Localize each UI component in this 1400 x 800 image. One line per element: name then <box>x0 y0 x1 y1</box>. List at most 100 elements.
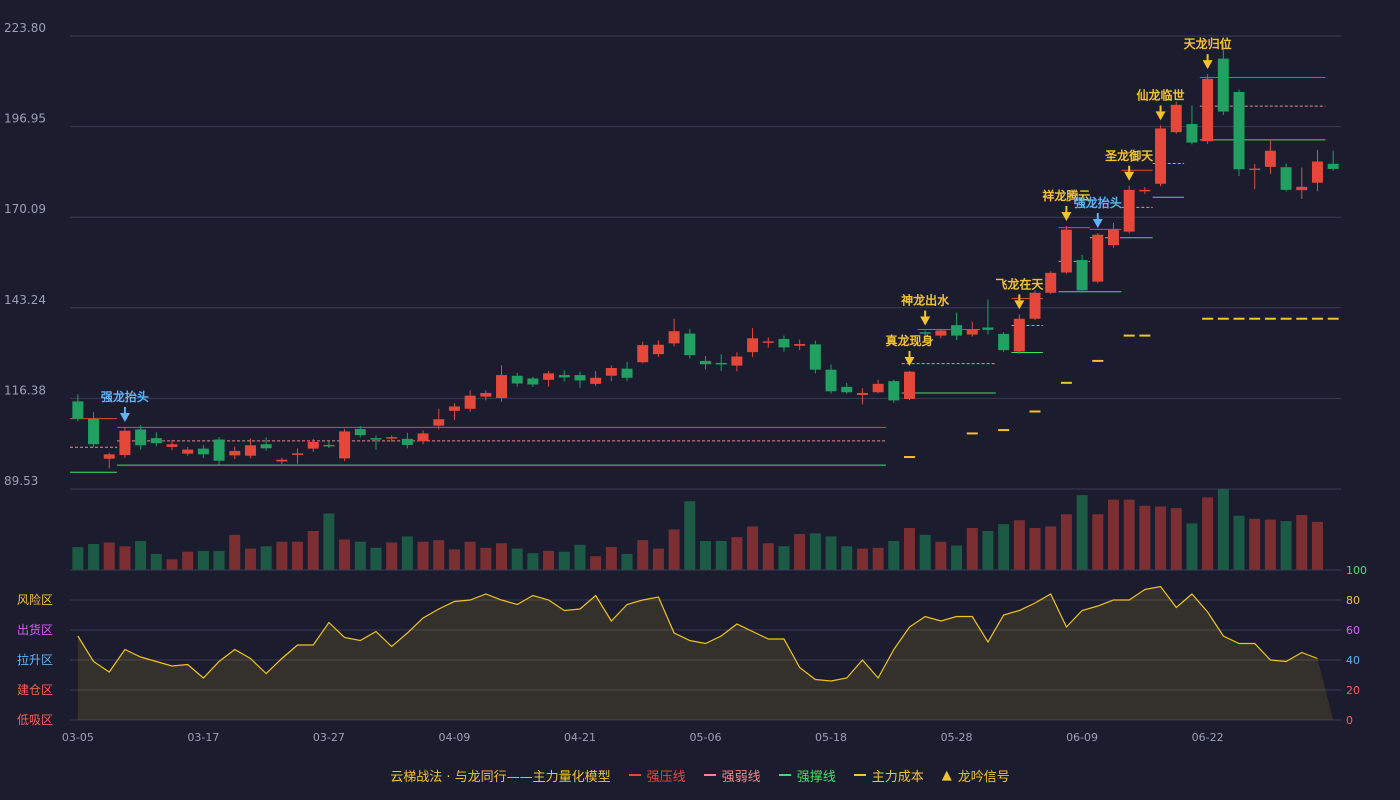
volume-bar <box>292 541 304 570</box>
legend-signal-label: 龙吟信号 <box>957 769 1010 785</box>
volume-bar <box>1013 520 1025 570</box>
volume-bar <box>417 541 429 570</box>
volume-bar <box>1233 515 1245 570</box>
volume-bar <box>1029 527 1041 570</box>
candle-body <box>700 360 711 365</box>
volume-bar <box>72 547 84 570</box>
volume-bar <box>715 540 727 570</box>
legend-resist-swatch <box>628 774 641 776</box>
price-tick-label: 196.95 <box>4 112 46 126</box>
volume-bar <box>527 553 539 570</box>
candle-body <box>1296 186 1308 191</box>
volume-bar <box>966 527 978 570</box>
volume-bar <box>762 543 774 570</box>
volume-bar <box>1139 505 1151 570</box>
candle-body <box>558 375 570 378</box>
volume-bar <box>935 541 947 570</box>
legend-weak[interactable]: 强弱线 <box>703 766 761 785</box>
signal-arrow-icon <box>1092 219 1103 229</box>
volume-bar <box>150 553 162 570</box>
volume-bar <box>1280 521 1292 570</box>
signal-arrow-icon <box>1124 171 1135 181</box>
candle-body <box>386 437 398 439</box>
candle-body <box>496 375 508 399</box>
volume-bar <box>260 546 272 570</box>
legend-cost-swatch <box>853 774 866 776</box>
oscillator-zone-label: 低吸区 <box>17 713 53 727</box>
chart-legend: 云梯战法 · 与龙同行——主力量化模型 强压线 强弱线 强撑线 主力成本 ▲ 龙吟… <box>0 760 1400 790</box>
volume-bar <box>1045 526 1057 570</box>
volume-bar <box>480 547 492 570</box>
volume-bar <box>1264 519 1276 570</box>
volume-bar <box>1249 518 1261 570</box>
signal-label: 神龙出水 <box>901 293 950 308</box>
price-tick-label: 170.09 <box>4 202 46 216</box>
volume-bar <box>433 540 445 570</box>
volume-bar <box>244 548 256 570</box>
date-tick-label: 05-06 <box>690 731 722 744</box>
legend-title: 云梯战法 · 与龙同行——主力量化模型 <box>390 769 611 785</box>
candle-body <box>1217 58 1229 112</box>
volume-bar <box>590 556 602 570</box>
date-tick-label: 06-22 <box>1192 731 1224 744</box>
candle-body <box>527 378 539 385</box>
price-tick-label: 89.53 <box>4 474 38 488</box>
volume-bar <box>197 550 209 570</box>
oscillator-tick-label: 40 <box>1346 654 1360 667</box>
candle-body <box>103 454 115 459</box>
volume-bar <box>103 542 115 570</box>
signal-label: 祥龙腾云 <box>1042 188 1090 203</box>
candle-body <box>1280 167 1292 190</box>
candle-body <box>1249 168 1261 171</box>
candle-body <box>229 450 241 456</box>
oscillator-zone-label: 出货区 <box>17 622 53 637</box>
candle-body <box>1327 163 1339 169</box>
candle-body <box>982 327 994 330</box>
volume-bar <box>1123 499 1135 570</box>
legend-support[interactable]: 强撑线 <box>778 766 836 785</box>
volume-bar <box>276 541 288 570</box>
volume-bar <box>731 537 743 570</box>
volume-bar <box>668 529 680 570</box>
candle-body <box>1202 78 1214 142</box>
candle-body <box>652 344 664 355</box>
volume-bar <box>605 547 617 570</box>
volume-bar <box>1202 497 1214 570</box>
legend-support-swatch <box>778 774 791 776</box>
candle-body <box>433 419 445 426</box>
candle-body <box>778 338 790 348</box>
signal-arrow-icon <box>1061 211 1072 221</box>
volume-bar <box>1060 514 1072 570</box>
candle-body <box>72 401 84 419</box>
candle-body <box>590 377 602 384</box>
volume-bar <box>229 534 241 570</box>
signal-arrow-icon <box>1202 60 1213 70</box>
candle-body <box>637 345 649 363</box>
volume-bar <box>919 534 931 570</box>
legend-resist-label: 强压线 <box>646 769 686 785</box>
volume-bar <box>809 533 821 570</box>
signal-label: 强龙抬头 <box>101 389 149 404</box>
candlestick-chart: 223.80196.95170.09143.24116.3889.53强龙抬头真… <box>4 21 1367 744</box>
volume-bar <box>401 536 413 570</box>
legend-resist[interactable]: 强压线 <box>628 766 686 785</box>
legend-signal[interactable]: ▲ 龙吟信号 <box>942 766 1010 785</box>
candle-body <box>841 386 853 393</box>
candle-body <box>480 392 492 397</box>
candle-body <box>1029 292 1041 319</box>
legend-cost[interactable]: 主力成本 <box>853 766 924 785</box>
legend-cost-label: 主力成本 <box>871 769 924 785</box>
volume-bar <box>903 527 915 570</box>
candle-body <box>166 444 178 447</box>
volume-bar <box>621 553 633 570</box>
candle-body <box>88 418 100 445</box>
oscillator-tick-label: 80 <box>1346 594 1360 607</box>
oscillator-tick-label: 60 <box>1346 624 1360 637</box>
volume-bar <box>511 548 523 570</box>
candle-body <box>244 445 256 456</box>
volume-bar <box>841 546 853 570</box>
volume-bar <box>825 536 837 570</box>
price-tick-label: 223.80 <box>4 21 46 35</box>
volume-bar <box>747 526 759 570</box>
candle-body <box>998 333 1010 351</box>
